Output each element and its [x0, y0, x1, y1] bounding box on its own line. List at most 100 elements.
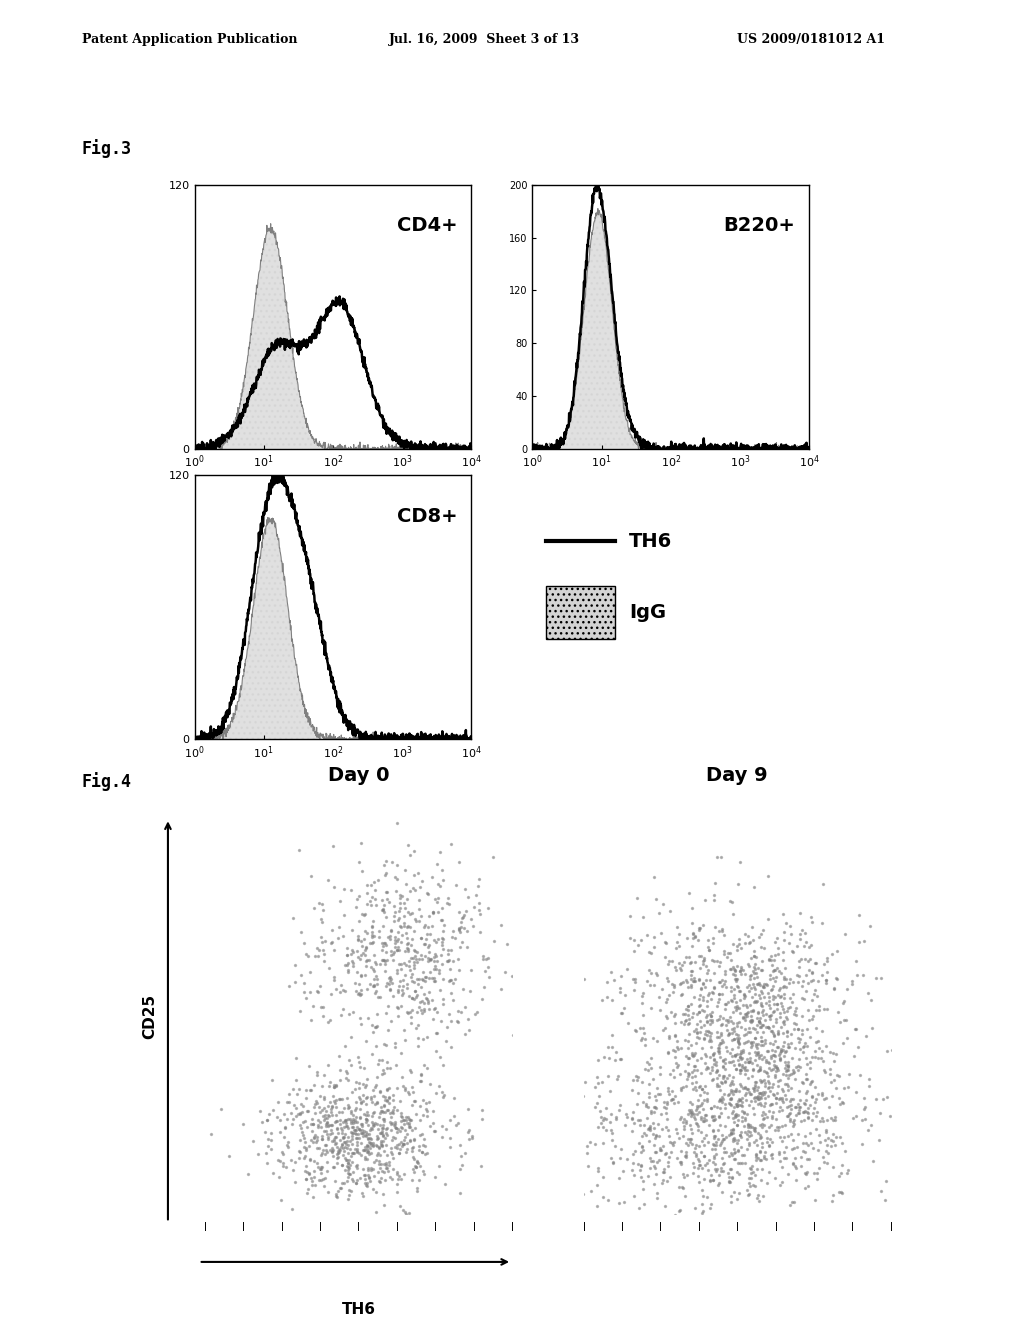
Point [755, 1022, 771, 1043]
Point [802, 1122, 818, 1143]
Point [288, 1071, 304, 1092]
Point [608, 1109, 625, 1130]
Point [311, 1085, 328, 1106]
Point [433, 909, 450, 931]
Point [413, 906, 429, 927]
Point [285, 907, 301, 928]
Point [371, 1127, 387, 1148]
Point [807, 979, 823, 1001]
Point [764, 978, 780, 999]
Point [352, 965, 369, 986]
Point [319, 870, 336, 891]
Point [324, 1142, 340, 1163]
Point [300, 1135, 316, 1156]
Point [760, 949, 776, 970]
Point [434, 1086, 451, 1107]
Point [365, 1015, 381, 1036]
Point [724, 990, 740, 1011]
Point [780, 1052, 797, 1073]
Point [269, 1106, 286, 1127]
Point [748, 1146, 764, 1167]
Point [344, 950, 360, 972]
Point [795, 1072, 811, 1093]
Point [791, 950, 807, 972]
Point [740, 1184, 757, 1205]
Point [358, 950, 375, 972]
Point [382, 928, 398, 949]
Point [436, 1173, 453, 1195]
Point [758, 973, 774, 994]
Point [374, 1100, 390, 1121]
Point [402, 845, 419, 866]
Point [683, 1105, 699, 1126]
Point [715, 1089, 731, 1110]
Point [736, 1102, 753, 1123]
Point [717, 1093, 733, 1114]
Point [375, 1125, 391, 1146]
Point [352, 1014, 369, 1035]
Point [771, 1089, 787, 1110]
Point [766, 1026, 782, 1047]
Point [438, 1031, 455, 1052]
Point [563, 949, 580, 970]
Point [759, 1106, 775, 1127]
Point [340, 960, 356, 981]
Point [679, 1068, 695, 1089]
Point [377, 1086, 393, 1107]
Point [439, 892, 456, 913]
Point [344, 919, 360, 940]
Point [817, 1036, 834, 1057]
Point [723, 1185, 739, 1206]
Point [390, 1006, 407, 1027]
Point [801, 1010, 817, 1031]
Point [675, 972, 691, 993]
Point [734, 1047, 751, 1068]
Point [655, 1162, 672, 1183]
Point [663, 1064, 679, 1085]
Point [620, 1012, 636, 1034]
Point [453, 1001, 469, 1022]
Point [391, 1121, 408, 1142]
Point [379, 1090, 395, 1111]
Point [721, 1093, 737, 1114]
Point [749, 974, 765, 995]
Point [691, 946, 708, 968]
Point [312, 997, 329, 1018]
Point [721, 1166, 737, 1187]
Point [371, 1151, 387, 1172]
Point [376, 1107, 392, 1129]
Point [353, 1092, 370, 1113]
Point [761, 1018, 777, 1039]
Point [813, 1082, 829, 1104]
Point [366, 1166, 382, 1187]
Point [659, 968, 676, 989]
Point [671, 1201, 687, 1222]
Point [364, 1111, 380, 1133]
Point [351, 985, 368, 1006]
Point [316, 1105, 333, 1126]
Point [652, 1056, 669, 1077]
Point [750, 990, 766, 1011]
Point [740, 1172, 757, 1193]
Point [804, 1045, 820, 1067]
Point [701, 1003, 718, 1024]
Point [349, 928, 366, 949]
Point [724, 1018, 740, 1039]
Point [684, 1007, 700, 1028]
Point [416, 983, 432, 1005]
Point [697, 1155, 714, 1176]
Point [792, 929, 808, 950]
Point [453, 911, 469, 932]
Point [310, 1109, 327, 1130]
Point [370, 1144, 386, 1166]
Point [620, 1148, 636, 1170]
Point [333, 1005, 349, 1026]
Point [720, 1163, 736, 1184]
Point [339, 1138, 355, 1159]
Point [703, 981, 720, 1002]
Point [723, 981, 739, 1002]
Point [375, 1130, 391, 1151]
Point [739, 1114, 756, 1135]
Point [366, 1133, 382, 1154]
Point [645, 1118, 662, 1139]
